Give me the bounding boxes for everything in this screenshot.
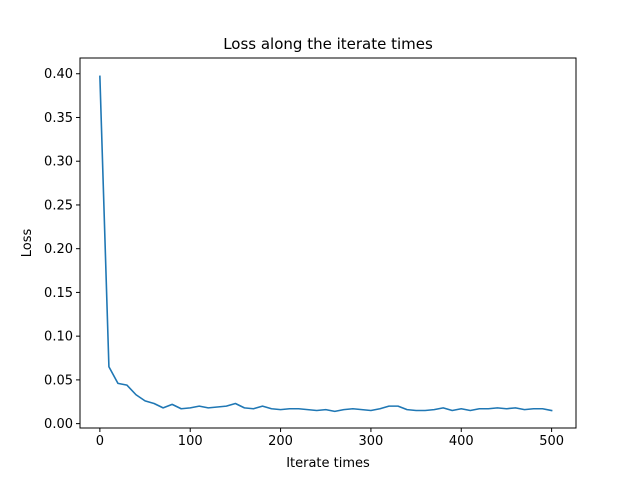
axes-frame — [79, 57, 577, 429]
x-tick-label: 300 — [359, 434, 384, 449]
y-tick-label: 0.40 — [44, 67, 73, 82]
loss-series-line — [99, 75, 553, 413]
x-tick-label: 200 — [268, 434, 293, 449]
y-tick-label: 0.15 — [44, 286, 73, 301]
x-tick-label: 500 — [539, 434, 564, 449]
y-tick-label: 0.30 — [44, 155, 73, 170]
y-axis-label: Loss — [20, 229, 35, 258]
y-tick-label: 0.25 — [44, 198, 73, 213]
x-tick-label: 400 — [449, 434, 474, 449]
y-axis-ticks: 0.00 0.05 0.10 0.15 0.20 0.25 0.30 0.35 0.40 — [44, 67, 80, 432]
y-tick-label: 0.10 — [44, 330, 73, 345]
x-axis-label: Iterate times — [286, 456, 370, 471]
y-tick-label: 0.05 — [44, 373, 73, 388]
y-tick-label: 0.20 — [44, 242, 73, 257]
x-axis-ticks: 0 100 200 300 400 500 — [96, 428, 564, 449]
y-tick-label: 0.35 — [44, 111, 73, 126]
y-tick-label: 0.00 — [44, 417, 73, 432]
chart-title: Loss along the iterate times — [223, 35, 433, 53]
x-tick-label: 0 — [96, 434, 104, 449]
x-tick-label: 100 — [178, 434, 203, 449]
plot-area — [99, 75, 553, 413]
